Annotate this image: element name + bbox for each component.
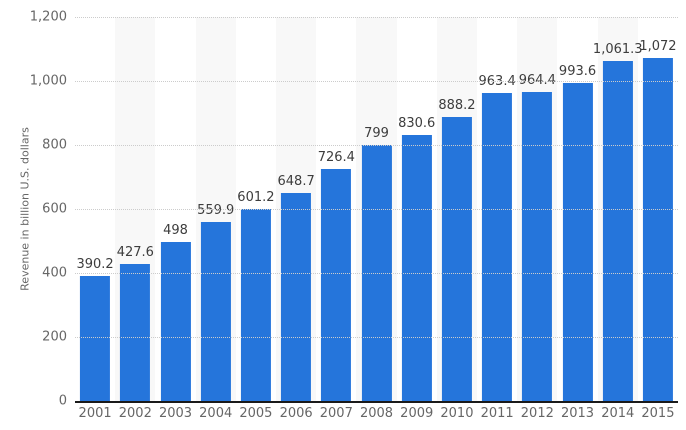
bar-value-label: 390.2 <box>76 257 114 273</box>
bar-2012[interactable] <box>522 92 553 401</box>
x-tick-label-2003: 2003 <box>158 406 193 421</box>
bar-2002[interactable] <box>120 264 151 401</box>
x-tick-label-2002: 2002 <box>118 406 152 421</box>
chart-column-2009: 830.6 <box>397 17 437 401</box>
bar-value-label: 648.7 <box>277 174 315 190</box>
bar-2006[interactable] <box>281 193 312 401</box>
y-tick-label: 600 <box>42 201 67 217</box>
bar-value-label: 993.6 <box>558 64 597 80</box>
bar-value-label: 1,061.3 <box>592 42 643 58</box>
x-tick-label-2005: 2005 <box>239 406 273 421</box>
gridline <box>75 273 678 274</box>
bar-value-label: 601.2 <box>237 189 275 205</box>
gridline <box>75 145 678 146</box>
bar-value-label: 964.4 <box>518 73 556 89</box>
x-tick-label-2001: 2001 <box>78 406 112 421</box>
bar-2005[interactable] <box>240 208 271 401</box>
chart-column-2007: 726.4 <box>316 17 356 401</box>
bar-value-label: 1,072 <box>639 38 677 54</box>
bar-value-label: 427.6 <box>116 245 154 261</box>
gridline <box>75 17 678 18</box>
bar-value-label: 799 <box>364 126 389 142</box>
bar-2013[interactable] <box>562 83 593 401</box>
x-tick-label-2004: 2004 <box>199 406 233 421</box>
bar-value-label: 559.9 <box>197 202 235 218</box>
gridline <box>75 337 678 338</box>
chart-column-2001: 390.2 <box>75 17 115 401</box>
x-tick-label-2008: 2008 <box>359 406 394 421</box>
bar-2015[interactable] <box>642 57 674 401</box>
chart-column-2003: 498 <box>155 17 195 401</box>
y-tick-label: 0 <box>58 393 67 409</box>
bar-2009[interactable] <box>401 135 432 401</box>
bar-2001[interactable] <box>80 276 111 401</box>
chart-column-2005: 601.2 <box>236 17 276 401</box>
x-tick-label-2006: 2006 <box>279 406 313 421</box>
y-tick-label: 400 <box>42 265 67 281</box>
plot-area: 390.2 427.6 498 559.9 601.2 648.7 726.4 799 830.… <box>75 17 678 403</box>
y-tick-label: 1,000 <box>29 73 67 89</box>
chart-column-2013: 993.6 <box>557 17 597 401</box>
chart-column-2011: 963.4 <box>477 17 517 401</box>
bar-value-label: 830.6 <box>398 116 436 132</box>
bar-2014[interactable] <box>602 61 633 401</box>
x-tick-label-2012: 2012 <box>520 406 554 421</box>
x-tick-label-2010: 2010 <box>440 406 474 421</box>
bar-2007[interactable] <box>321 168 352 401</box>
bar-2010[interactable] <box>441 116 472 401</box>
bar-value-label: 888.2 <box>438 97 476 113</box>
bar-2011[interactable] <box>482 92 513 401</box>
chart-column-2015: 1,072 <box>638 17 678 401</box>
x-tick-label-2015: 2015 <box>641 406 675 421</box>
bar-value-label: 726.4 <box>317 149 355 165</box>
y-tick-label: 1,200 <box>29 9 67 25</box>
y-tick-label: 800 <box>42 137 67 153</box>
x-tick-label-2014: 2014 <box>601 406 635 421</box>
y-tick-label: 200 <box>42 329 67 345</box>
x-tick-label-2007: 2007 <box>319 406 353 421</box>
x-tick-label-2011: 2011 <box>480 406 514 421</box>
bar-value-label: 498 <box>163 222 188 238</box>
bar-2003[interactable] <box>160 241 191 401</box>
x-tick-label-2009: 2009 <box>400 406 434 421</box>
gridline <box>75 81 678 82</box>
x-axis-tick-labels: 2001 2002 2003 2004 2005 2006 2007 2008 2009 2010… <box>75 407 678 420</box>
gridline <box>75 209 678 210</box>
x-tick-label-2013: 2013 <box>560 406 595 421</box>
bar-2004[interactable] <box>200 221 231 401</box>
